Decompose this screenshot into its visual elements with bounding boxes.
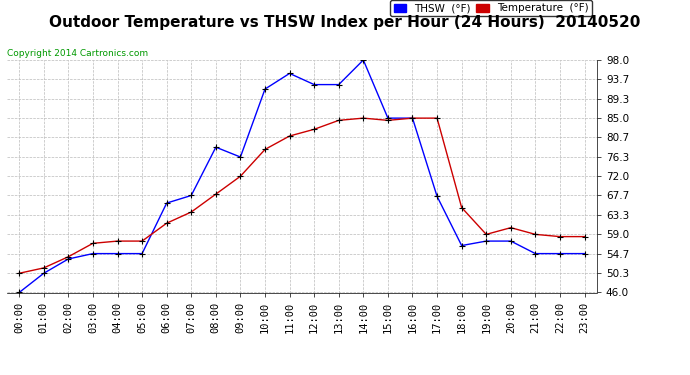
Text: Copyright 2014 Cartronics.com: Copyright 2014 Cartronics.com [7,49,148,58]
Text: Outdoor Temperature vs THSW Index per Hour (24 Hours)  20140520: Outdoor Temperature vs THSW Index per Ho… [49,15,641,30]
Legend: THSW  (°F), Temperature  (°F): THSW (°F), Temperature (°F) [391,0,591,16]
